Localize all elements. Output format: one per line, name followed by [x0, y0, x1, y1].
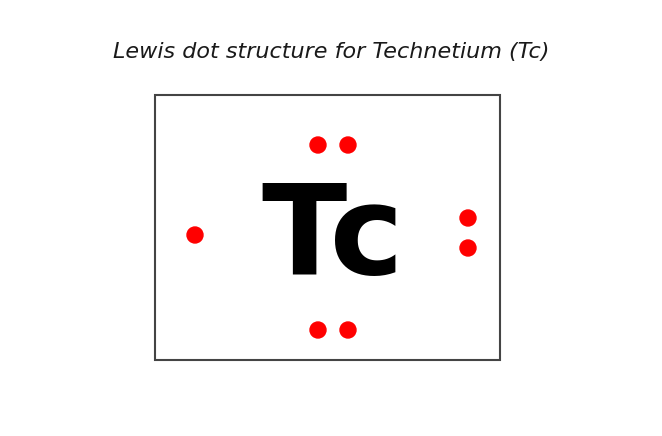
Circle shape	[340, 137, 356, 153]
Circle shape	[460, 240, 476, 256]
Text: Tc: Tc	[261, 180, 404, 300]
Text: Lewis dot structure for Technetium (Tc): Lewis dot structure for Technetium (Tc)	[113, 42, 549, 62]
Circle shape	[340, 322, 356, 338]
Circle shape	[310, 137, 326, 153]
Bar	[155, 95, 500, 360]
Circle shape	[187, 227, 203, 243]
Circle shape	[460, 210, 476, 226]
Circle shape	[310, 322, 326, 338]
